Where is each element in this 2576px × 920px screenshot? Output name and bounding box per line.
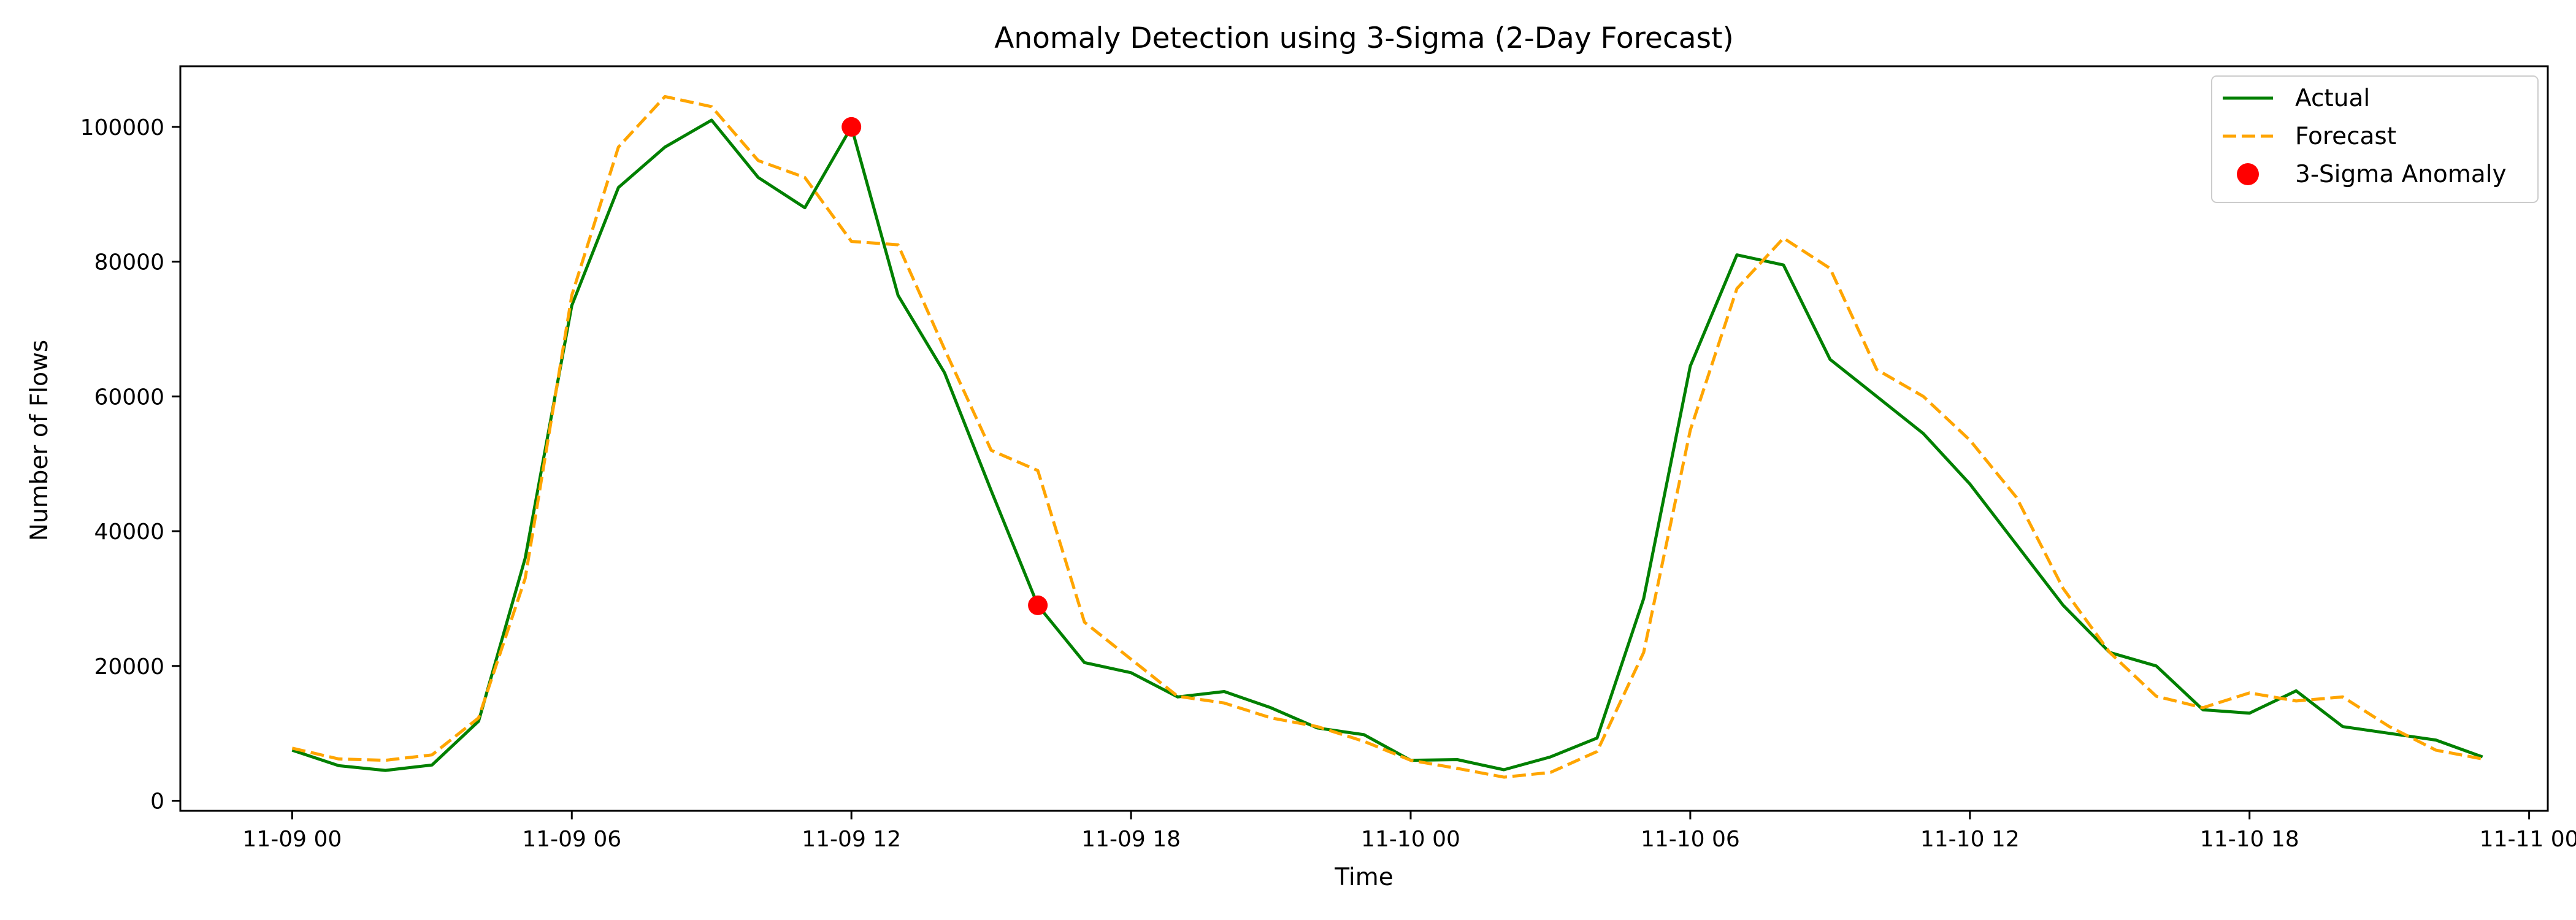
- y-tick-label: 0: [150, 789, 164, 815]
- plot-area: 11-09 00 11-09 06 11-09 12 11-09 18 11-10 00…: [80, 65, 2576, 852]
- x-tick-label: 11-10 00: [1361, 827, 1460, 852]
- x-tick-label: 11-10 12: [1920, 827, 2020, 852]
- series-line-forecast: [291, 94, 2483, 779]
- x-tick-label: 11-09 18: [1081, 827, 1181, 852]
- legend-label-actual: Actual: [2295, 85, 2370, 112]
- y-tick-label: 100000: [80, 115, 164, 140]
- series-line-actual: [291, 118, 2483, 772]
- chart-title: Anomaly Detection using 3-Sigma (2-Day F…: [994, 21, 1734, 55]
- anomaly-marker: [1028, 595, 1048, 615]
- x-tick-label: 11-09 12: [802, 827, 901, 852]
- x-tick-label: 11-09 00: [242, 827, 342, 852]
- legend: Actual Forecast 3-Sigma Anomaly: [2211, 75, 2539, 203]
- axes-frame: [179, 65, 2549, 812]
- x-tick-label: 11-11 00: [2480, 827, 2576, 852]
- y-tick-label: 60000: [94, 385, 164, 410]
- y-axis-title: Number of Flows: [26, 340, 53, 541]
- legend-label-forecast: Forecast: [2295, 123, 2396, 150]
- y-tick-label: 80000: [94, 250, 164, 275]
- y-tick-label: 40000: [94, 519, 164, 545]
- x-tick-label: 11-10 06: [1641, 827, 1740, 852]
- legend-box: [2211, 75, 2539, 203]
- y-tick-label: 20000: [94, 654, 164, 680]
- x-tick-label: 11-09 06: [522, 827, 621, 852]
- x-tick-label: 11-10 18: [2200, 827, 2299, 852]
- x-axis-title: Time: [1334, 864, 1393, 891]
- legend-swatch-anomaly: [2237, 163, 2259, 185]
- anomaly-marker: [841, 117, 862, 137]
- legend-label-anomaly: 3-Sigma Anomaly: [2295, 161, 2507, 188]
